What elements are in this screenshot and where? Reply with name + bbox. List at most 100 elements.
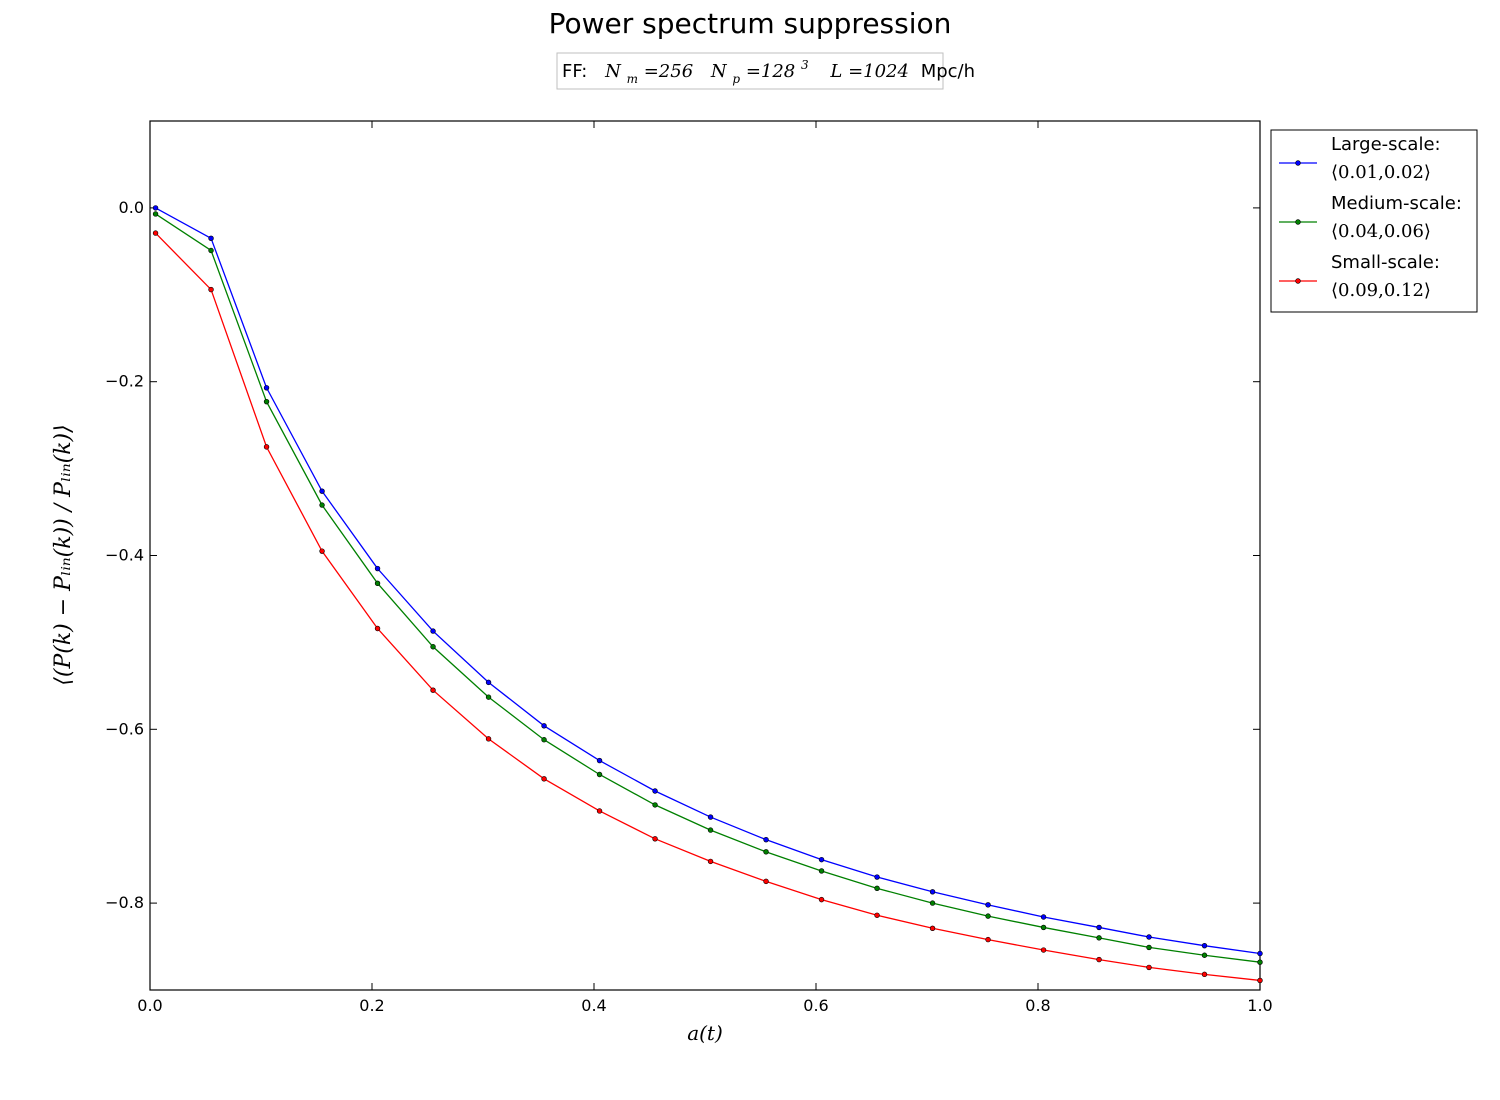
legend-label: Small-scale:	[1331, 252, 1440, 273]
data-point	[929, 889, 936, 895]
data-point	[1146, 944, 1152, 951]
data-point	[874, 874, 880, 880]
legend-entry-3: Small-scale: ⟨0.09,0.12⟩	[1279, 252, 1440, 301]
annotation-np-value: =128	[746, 61, 795, 82]
legend-box	[1270, 129, 1478, 313]
data-point	[374, 580, 381, 587]
series-3	[152, 230, 1263, 984]
data-point	[985, 913, 991, 919]
data-point	[707, 827, 714, 833]
data-point	[1096, 956, 1102, 963]
data-point	[596, 771, 603, 778]
data-point	[929, 900, 936, 906]
legend-entries: Large-scale: ⟨0.01,0.02⟩ Medium-scale: ⟨0.0…	[1279, 134, 1462, 301]
annotation-np-subscript: p	[732, 72, 740, 86]
annotation-l-symbol: L	[829, 61, 842, 82]
data-point	[985, 902, 991, 908]
annotation-np-symbol: N	[710, 61, 728, 82]
data-point	[1040, 914, 1047, 920]
data-point	[763, 836, 769, 843]
legend-swatch-marker	[1295, 160, 1301, 166]
y-axis-label: ⟨(P(k) − Pₗᵢₙ(k)) / Pₗᵢₙ(k)⟩	[51, 424, 76, 685]
legend-range: ⟨0.01,0.02⟩	[1331, 162, 1431, 183]
annotation-nm-symbol: N	[604, 61, 622, 82]
series-layer	[152, 205, 1263, 984]
data-point	[485, 736, 492, 742]
data-point	[485, 679, 492, 686]
data-point	[1040, 947, 1047, 953]
data-point	[319, 548, 325, 554]
legend: Large-scale: ⟨0.01,0.02⟩ Medium-scale: ⟨0.0…	[1270, 129, 1478, 313]
data-point	[430, 644, 436, 650]
data-point	[263, 444, 270, 450]
data-point	[707, 858, 714, 865]
parameter-annotation: FF: N m =256 N p =128 3 L =1024 Mpc/h	[556, 52, 975, 90]
legend-swatch-marker	[1295, 278, 1301, 284]
data-point	[763, 849, 769, 855]
data-point	[319, 488, 325, 494]
data-point	[652, 836, 658, 842]
legend-range: ⟨0.09,0.12⟩	[1331, 280, 1431, 301]
data-point	[430, 628, 436, 634]
data-point	[874, 885, 880, 892]
data-point	[763, 878, 769, 885]
data-point	[1146, 934, 1152, 940]
data-point	[596, 808, 603, 814]
data-point	[818, 868, 825, 874]
data-point	[374, 625, 381, 632]
y-tick-label: −0.8	[105, 893, 144, 912]
annotation-l-value: =1024	[848, 61, 909, 82]
data-point	[430, 687, 436, 693]
series-1	[152, 205, 1263, 957]
x-tick-label: 1.0	[1247, 996, 1272, 1015]
annotation-unit: Mpc/h	[921, 61, 975, 82]
data-point	[152, 205, 159, 211]
y-tick-label: 0.0	[119, 198, 144, 217]
data-point	[652, 788, 658, 794]
data-point	[541, 776, 547, 782]
x-tick-label: 0.4	[581, 996, 606, 1015]
data-point	[874, 912, 880, 918]
legend-entry-2: Medium-scale: ⟨0.04,0.06⟩	[1279, 193, 1462, 242]
data-point	[596, 757, 603, 764]
data-point	[374, 565, 381, 572]
data-point	[263, 385, 270, 391]
legend-range: ⟨0.04,0.06⟩	[1331, 221, 1431, 242]
data-point	[263, 398, 270, 405]
annotation-prefix: FF:	[562, 61, 587, 82]
data-point	[985, 936, 991, 943]
data-point	[152, 230, 159, 236]
x-tick-label: 0.8	[1025, 996, 1050, 1015]
x-tick-label: 0.0	[137, 996, 162, 1015]
y-tick-label: −0.4	[105, 546, 144, 565]
data-point	[541, 737, 547, 743]
data-point	[652, 802, 658, 808]
x-axis-ticks: 0.0 0.2 0.4 0.6 0.8 1.0	[137, 121, 1273, 1015]
series-line	[155, 213, 1261, 963]
annotation-box	[556, 52, 944, 90]
x-axis-label-group: a(t)	[687, 1021, 723, 1045]
data-point	[707, 814, 714, 820]
y-tick-label: −0.6	[105, 719, 144, 738]
data-point	[1257, 959, 1263, 965]
data-point	[929, 925, 936, 932]
legend-label: Large-scale:	[1331, 134, 1441, 155]
data-point	[208, 286, 214, 293]
data-point	[1096, 935, 1102, 941]
annotation-text: FF: N m =256 N p =128 3 L =1024 Mpc/h	[562, 53, 975, 88]
data-point	[319, 502, 325, 508]
data-point	[1040, 924, 1047, 931]
data-point	[1201, 942, 1208, 949]
series-2	[152, 211, 1263, 965]
legend-swatch-marker	[1295, 219, 1301, 225]
annotation-nm-subscript: m	[627, 72, 638, 86]
x-tick-label: 0.6	[803, 996, 828, 1015]
data-point	[208, 235, 214, 242]
series-line	[155, 207, 1261, 955]
legend-entry-1: Large-scale: ⟨0.01,0.02⟩	[1279, 134, 1441, 183]
data-point	[485, 694, 492, 700]
chart-title: Power spectrum suppression	[549, 7, 952, 40]
data-point	[541, 723, 547, 729]
legend-label: Medium-scale:	[1331, 193, 1462, 214]
